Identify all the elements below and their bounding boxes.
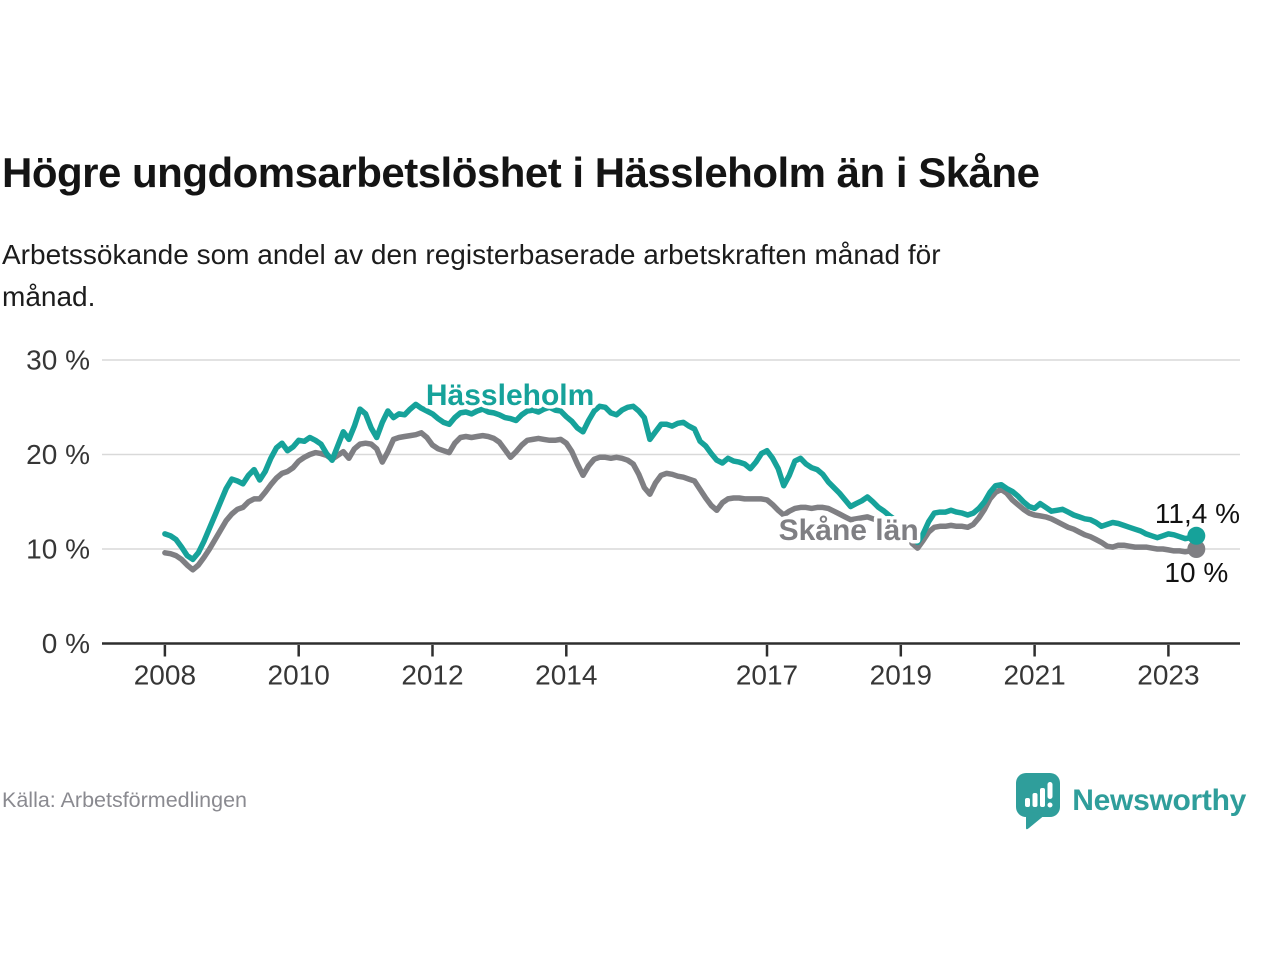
x-tick-label-2008: 2008	[134, 660, 196, 691]
bar-icon-large	[1040, 788, 1046, 807]
series-line-skåne-län-seg2	[909, 486, 1200, 555]
newsworthy-logo: Newsworthy	[1015, 772, 1246, 830]
series-line-hässleholm-seg1	[162, 401, 898, 563]
x-tick-label-2012: 2012	[401, 660, 463, 691]
exclamation-dot-icon	[1047, 802, 1053, 808]
y-tick-label-30: 30 %	[26, 345, 90, 376]
source-caption: Källa: Arbetsförmedlingen	[2, 788, 248, 812]
x-tick-label-2017: 2017	[736, 660, 798, 691]
y-tick-label-20: 20 %	[26, 439, 90, 470]
series-line-hässleholm-seg2	[909, 481, 1200, 546]
x-tick-label-2021: 2021	[1003, 660, 1065, 691]
x-tick-label-2019: 2019	[870, 660, 932, 691]
end-label-skåne-län: 10 %	[1164, 557, 1228, 588]
bar-icon-medium	[1032, 793, 1038, 807]
x-tick-label-2010: 2010	[268, 660, 330, 691]
page-title: Högre ungdomsarbetslöshet i Hässleholm ä…	[2, 149, 1040, 196]
series-label-skåne-län: Skåne län	[779, 514, 919, 547]
series-line-skåne-län-seg1	[162, 430, 898, 573]
series-label-hässleholm: Hässleholm	[426, 379, 594, 412]
y-tick-label-10: 10 %	[26, 534, 90, 565]
newsworthy-bubble-icon	[1016, 773, 1061, 830]
chart-subtitle: Arbetssökande som andel av den registerb…	[2, 239, 941, 312]
x-tick-label-2014: 2014	[535, 660, 597, 691]
newsworthy-wordmark: Newsworthy	[1072, 784, 1246, 817]
bar-icon-small	[1025, 798, 1031, 807]
end-dot-skåne-län	[1187, 540, 1206, 558]
y-tick-label-0: 0 %	[42, 628, 90, 659]
end-dot-hässleholm	[1187, 526, 1206, 545]
end-label-hässleholm: 11,4 %	[1155, 498, 1240, 529]
x-tick-label-2023: 2023	[1137, 660, 1199, 691]
exclamation-bar-icon	[1047, 782, 1053, 799]
